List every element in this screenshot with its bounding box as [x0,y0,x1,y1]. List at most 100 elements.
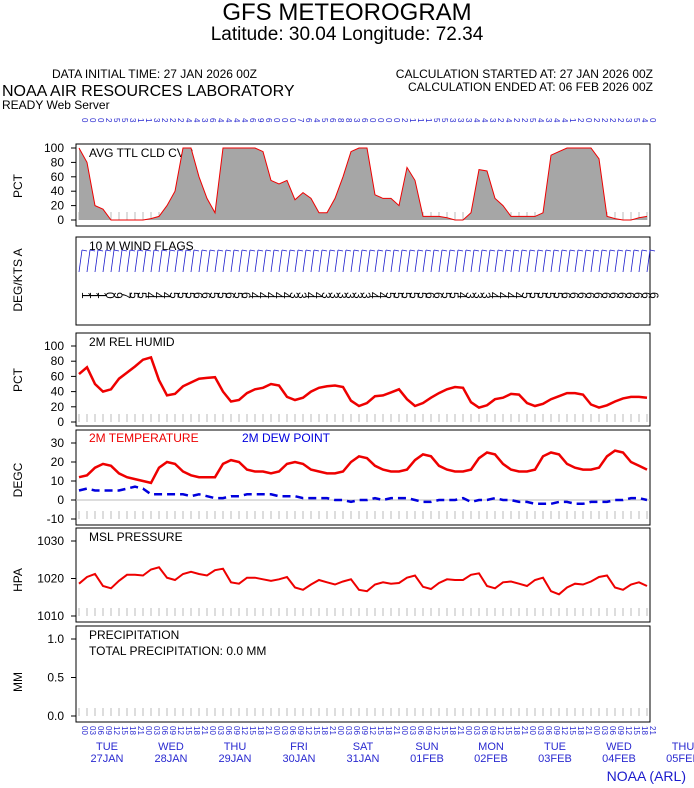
ytick-label-3-0: -10 [47,512,65,526]
cloud-top-label: 0 [272,118,281,123]
wind-barb [193,249,200,252]
wind-speed-label: 9 [111,292,125,299]
wind-speed-label: 5 [399,292,413,299]
hour-label: 06 [480,726,489,735]
wind-flag [582,249,587,273]
wind-speed-label: 5 [543,292,557,299]
wind-flag [430,249,435,273]
wind-flag [190,249,195,273]
hour-label: 18 [576,726,585,735]
wind-flag [166,249,171,273]
wind-flag [318,249,323,273]
series-line-1 [78,485,648,506]
wind-flag [254,249,259,273]
wind-speed-label: 4 [271,292,285,299]
wind-speed-label: 4 [263,292,277,299]
cloud-top-label: 4 [216,118,225,123]
wind-flag [86,249,91,273]
ytick-label-2-2: 40 [51,385,65,399]
wind-flag [134,249,139,273]
cloud-top-label: 2 [576,118,585,123]
panel-frame-4 [75,527,651,623]
wind-barb [625,249,632,252]
cloud-top-label: 0 [648,118,657,123]
wind-barb [641,249,648,252]
wind-speed-label: 3 [319,292,333,299]
cloud-top-label: 1 [416,118,425,123]
wind-flag [302,249,307,273]
wind-speed-label: 4 [511,292,525,299]
wind-speed-label: 4 [367,292,381,299]
wind-flag [406,249,411,273]
wind-speed-label: 3 [295,292,309,299]
wind-speed-label: 6 [575,292,589,299]
wind-speed-label: 1 [95,292,109,299]
ytick-label-3-4: 30 [51,436,65,450]
day-date-0: 27JAN [90,753,123,765]
cloud-top-label: 6 [328,118,337,123]
wind-speed-label: 1 [87,292,101,299]
legend-dew-point: 2M DEW POINT [242,431,331,445]
cloud-top-label: 3 [624,118,633,123]
wind-speed-label: 5 [535,292,549,299]
wind-speed-label: 4 [487,292,501,299]
ytick-label-4-2: 1030 [37,534,64,548]
wind-barb [217,249,224,252]
wind-barb [297,249,304,252]
hour-label: 09 [488,726,497,735]
cloud-top-label: 6 [264,118,273,123]
panel-title-2: 2M REL HUMID [89,335,175,349]
hour-label: 00 [400,726,409,735]
hour-label: 00 [464,726,473,735]
cloud-top-label: 3 [464,118,473,123]
wind-speed-label: 5 [175,292,189,299]
day-date-7: 03FEB [538,753,572,765]
hour-label: 06 [416,726,425,735]
day-date-1: 28JAN [154,753,187,765]
wind-barb [609,249,616,252]
panel-frame-5 [75,625,651,723]
cloud-top-label: 1 [144,118,153,123]
wind-speed-label: 4 [495,292,509,299]
panel-ylabel-3: DEGC [11,462,25,497]
hour-label: 03 [280,726,289,735]
wind-speed-label: 4 [279,292,293,299]
cloud-top-label: 3 [200,118,209,123]
wind-barb [481,249,488,252]
ytick-label-0-0: 0 [57,213,64,227]
hour-label: 12 [304,726,313,735]
wind-speed-label: 3 [479,292,493,299]
cloud-top-label: 2 [168,118,177,123]
wind-flag [566,249,571,273]
server-name: READY Web Server [2,98,110,112]
wind-speed-label: 6 [583,292,597,299]
panel-frame-3 [75,429,651,526]
page-title: GFS METEOROGRAM [222,0,472,26]
cloud-top-label: 4 [232,118,241,123]
wind-flag [174,249,179,273]
wind-speed-label: 3 [287,292,301,299]
hour-label: 15 [376,726,385,735]
hour-label: 00 [592,726,601,735]
wind-barb [433,249,440,252]
wind-flag [462,249,467,273]
wind-flag [286,249,291,273]
hour-label: 21 [200,726,209,735]
cloud-top-label: 2 [176,118,185,123]
wind-barb [585,249,592,252]
wind-speed-label: 4 [303,292,317,299]
wind-flag [478,249,483,273]
wind-barb [329,249,336,252]
wind-barb [233,249,240,252]
wind-flag [518,249,523,273]
humidity-line [78,355,648,409]
hour-label: 06 [160,726,169,735]
cloud-top-label: 5 [112,118,121,123]
wind-barb [369,249,376,252]
location-subtitle: Latitude: 30.04 Longitude: 72.34 [210,24,484,45]
wind-speed-label: 6 [591,292,605,299]
ytick-label-4-0: 1010 [37,609,64,623]
wind-barb [417,249,424,252]
wind-flag [366,249,371,273]
wind-speed-label: 3 [359,292,373,299]
